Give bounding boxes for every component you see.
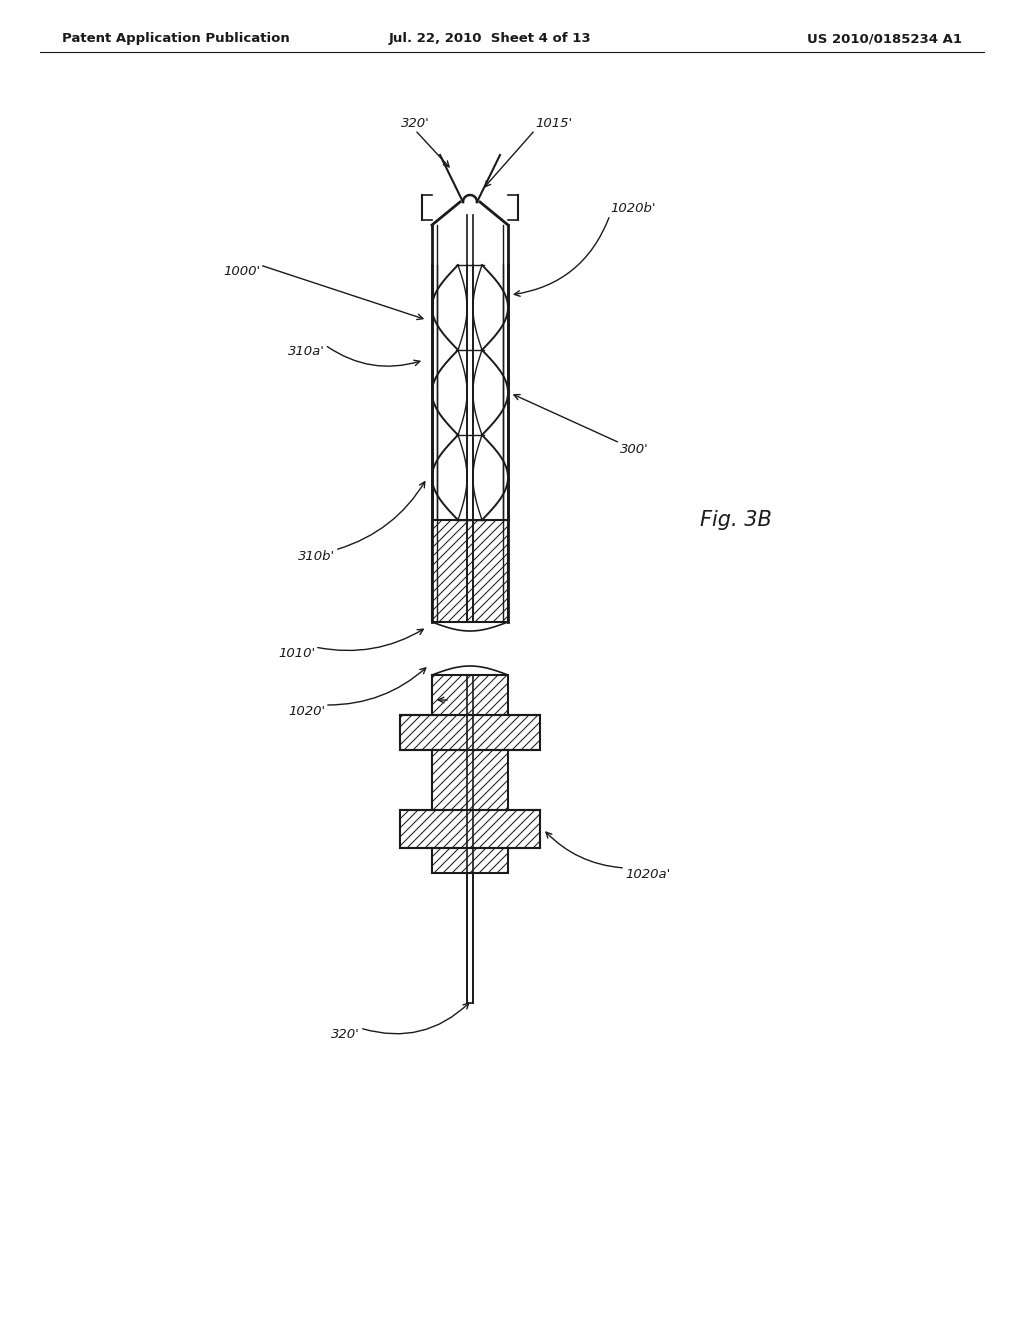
Text: 310b': 310b' [298, 550, 335, 564]
Text: Patent Application Publication: Patent Application Publication [62, 32, 290, 45]
Text: 1020a': 1020a' [625, 869, 671, 880]
Text: US 2010/0185234 A1: US 2010/0185234 A1 [807, 32, 962, 45]
Text: Fig. 3B: Fig. 3B [700, 510, 772, 531]
Bar [432, 675, 508, 715]
Bar [432, 750, 508, 810]
Bar [432, 847, 508, 873]
Text: 320': 320' [331, 1028, 360, 1041]
Text: 300': 300' [620, 444, 649, 455]
Text: 310a': 310a' [288, 345, 325, 358]
Text: 1015': 1015' [535, 117, 572, 129]
Text: Jul. 22, 2010  Sheet 4 of 13: Jul. 22, 2010 Sheet 4 of 13 [389, 32, 591, 45]
Bar [400, 715, 540, 750]
Bar [400, 810, 540, 847]
Text: 320': 320' [400, 117, 429, 129]
Text: 1000': 1000' [223, 265, 260, 279]
Text: 1020': 1020' [288, 705, 325, 718]
Text: 1010': 1010' [278, 647, 315, 660]
Text: 1020b': 1020b' [610, 202, 655, 215]
Bar [432, 520, 508, 622]
